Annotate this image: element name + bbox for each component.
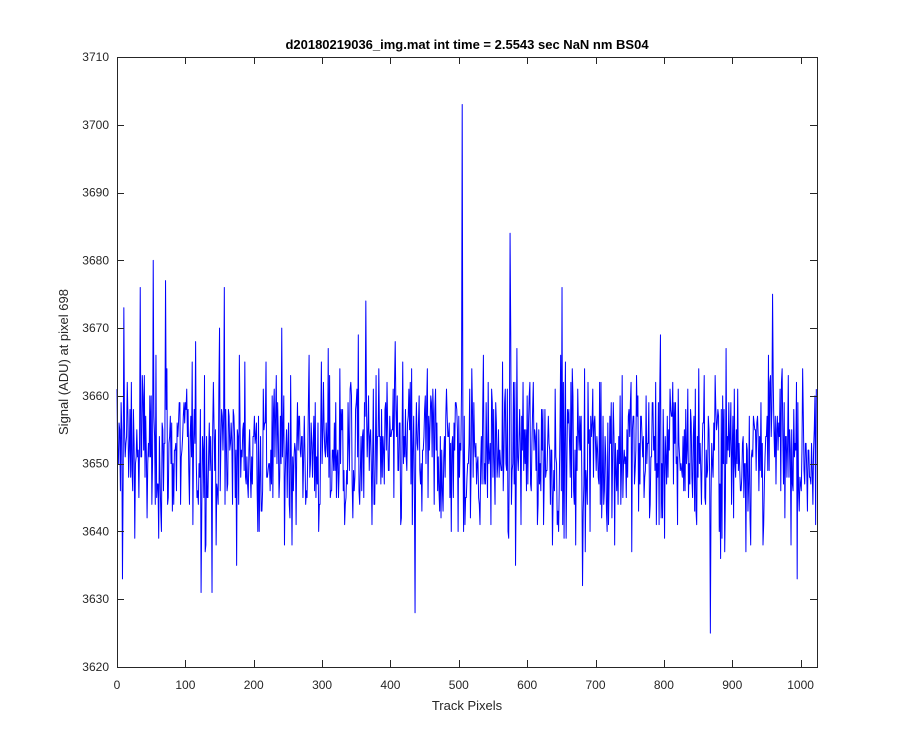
x-tick-label: 0 [114,678,121,692]
x-tick-label: 900 [722,678,742,692]
y-tick-label: 3650 [82,457,109,471]
x-axis-label: Track Pixels [432,698,503,713]
y-tick-label: 3680 [82,253,109,267]
x-tick-label: 500 [449,678,469,692]
x-tick-label: 800 [654,678,674,692]
series-line [116,103,817,634]
chart-title: d20180219036_img.mat int time = 2.5543 s… [285,37,649,52]
y-tick-label: 3620 [82,660,109,674]
x-tick-label: 400 [380,678,400,692]
plot-area [117,57,817,667]
x-tick-label: 600 [517,678,537,692]
x-tick-label: 200 [244,678,264,692]
y-tick-label: 3670 [82,321,109,335]
x-tick-label: 300 [312,678,332,692]
x-axis: 0 100 200 300 400 500 600 700 800 900 1000 [114,57,814,692]
y-tick-label: 3660 [82,389,109,403]
axes-box [117,57,818,668]
y-tick-label: 3690 [82,186,109,200]
x-tick-label: 700 [586,678,606,692]
y-tick-label: 3630 [82,592,109,606]
y-tick-label: 3640 [82,524,109,538]
x-tick-label: 1000 [787,678,814,692]
y-axis-label: Signal (ADU) at pixel 698 [56,289,71,435]
y-tick-label: 3710 [82,50,109,64]
y-tick-label: 3700 [82,118,109,132]
x-tick-label: 100 [175,678,195,692]
y-axis: 3620 3630 3640 3650 3660 3670 3680 3690 3700 3710 [82,50,817,674]
